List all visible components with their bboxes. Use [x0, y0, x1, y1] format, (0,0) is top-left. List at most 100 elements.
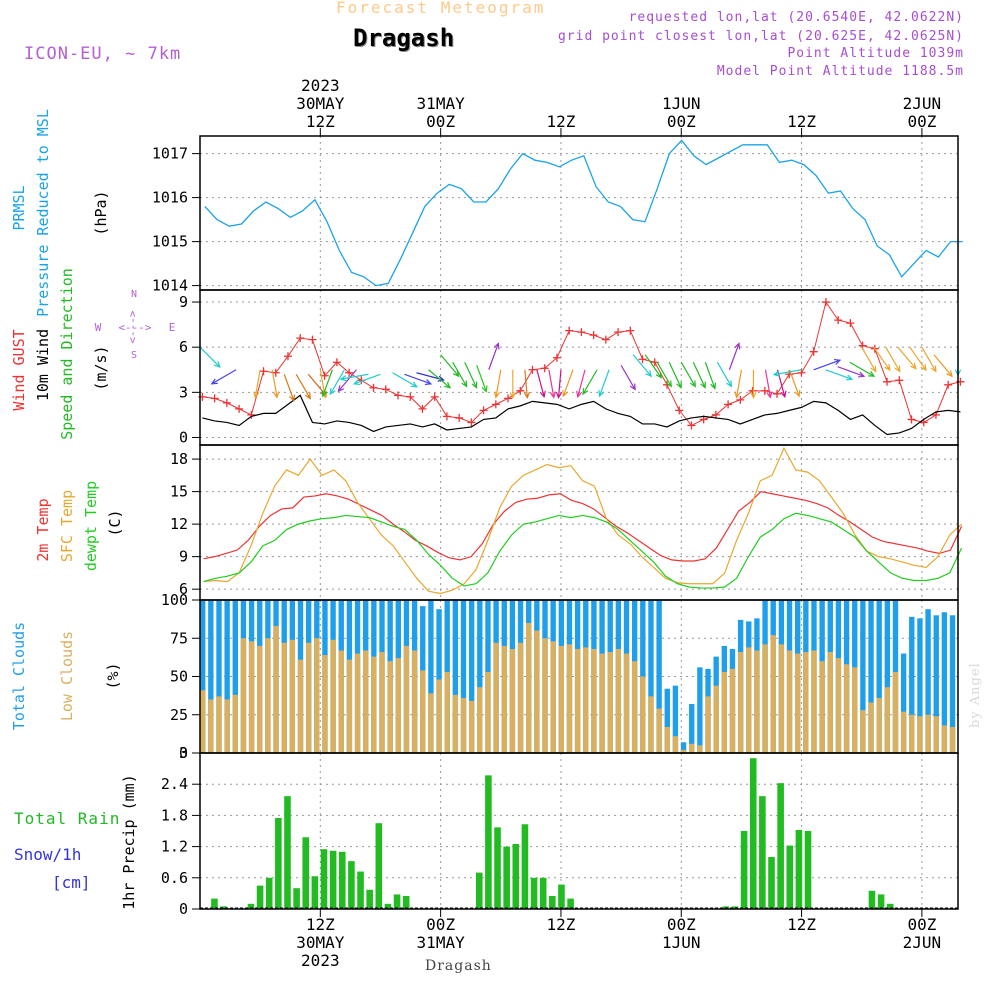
rain-bar — [759, 796, 766, 909]
wind-direction-arrow — [464, 361, 478, 389]
wind-direction-arrow — [509, 369, 516, 400]
top-time-label: 00Z — [667, 112, 696, 131]
top-time-label: 2023 — [301, 76, 340, 95]
low-clouds-bar — [363, 650, 369, 753]
ytick-label-precip: 0 — [179, 900, 188, 918]
wind-direction-arrow — [788, 369, 801, 398]
low-clouds-bar — [900, 711, 907, 753]
low-clouds-bar — [436, 679, 442, 753]
low-clouds-bar — [705, 696, 711, 753]
ytick-label-precip: 1.8 — [161, 806, 188, 824]
low-clouds-bar — [240, 638, 247, 753]
low-clouds-bar — [542, 638, 548, 753]
grid-point-location: grid point closest lon,lat (20.625E, 42.… — [557, 29, 964, 44]
gust-point — [760, 386, 769, 395]
rain-bar — [302, 837, 310, 909]
wind-direction-arrow — [764, 369, 773, 399]
low-clouds-bar — [949, 726, 956, 753]
wind-direction-arrow — [428, 369, 452, 389]
low-clouds-bar — [428, 693, 434, 753]
total-clouds-bar — [876, 600, 882, 753]
rain-bar — [886, 903, 894, 909]
wind-direction-arrow — [656, 361, 672, 388]
wind-direction-arrow — [582, 369, 598, 396]
wind-direction-arrow — [897, 346, 917, 370]
low-clouds-bar — [501, 645, 507, 753]
total-clouds-bar — [925, 609, 931, 753]
wind-direction-arrow — [562, 369, 574, 398]
wind-direction-arrow — [668, 361, 682, 389]
sfc-temp-label: SFC Temp — [58, 490, 76, 562]
wind-10m-label: 10m Wind — [34, 329, 52, 401]
top-time-label: 12Z — [546, 112, 575, 131]
gust-point — [442, 412, 451, 421]
low-clouds-bar — [322, 655, 328, 753]
wind-direction-arrow — [728, 342, 741, 370]
wind-direction-arrow — [885, 346, 901, 373]
ytick-label-clouds: 0 — [179, 744, 188, 762]
gust-point — [222, 398, 231, 407]
rain-bar — [795, 829, 803, 909]
wind-direction-arrow — [253, 369, 261, 399]
rain-bar — [868, 890, 876, 909]
top-time-label: 00Z — [907, 112, 936, 131]
pressure-series-line — [204, 139, 963, 287]
rain-bar — [768, 857, 775, 909]
wind-direction-arrow — [199, 346, 221, 368]
gust-point — [247, 410, 256, 419]
total-clouds-bar — [208, 600, 214, 753]
low-clouds-bar — [925, 714, 931, 753]
ytick-label-precip: 2.4 — [161, 775, 188, 793]
panel-frame-wind — [199, 289, 959, 446]
rain-bar — [338, 851, 346, 909]
wind-direction-arrow — [861, 346, 877, 373]
gust-point — [724, 400, 733, 409]
wind-direction-arrow — [404, 373, 433, 386]
low-clouds-bar — [346, 659, 353, 753]
gust-point — [809, 347, 818, 356]
ytick-label-wind: 0 — [179, 428, 188, 446]
low-clouds-bar — [892, 671, 899, 753]
total-clouds-bar — [884, 600, 891, 753]
wind-direction-arrow — [352, 373, 381, 386]
total-clouds-bar — [697, 667, 703, 753]
gust-point — [345, 368, 354, 377]
low-clouds-bar — [811, 650, 817, 753]
gust-point — [638, 355, 647, 364]
ytick-label-precip: 0.6 — [161, 869, 188, 887]
wind-direction-arrow — [523, 369, 530, 400]
ytick-label-wind: 6 — [179, 338, 188, 356]
bottom-time-label: 00Z — [426, 915, 455, 934]
rain-bar — [521, 824, 529, 909]
rain-bar — [320, 849, 328, 909]
top-time-label: 00Z — [426, 112, 455, 131]
low-clouds-bar — [289, 639, 296, 753]
low-clouds-bar — [468, 700, 475, 753]
low-clouds-bar — [224, 699, 230, 753]
bottom-time-label: 2023 — [301, 951, 340, 970]
rain-bar — [256, 885, 264, 909]
rain-bar — [220, 906, 227, 909]
compass-east: E — [169, 321, 176, 334]
bottom-time-label: 12Z — [546, 915, 575, 934]
gust-point — [821, 298, 830, 307]
low-clouds-bar — [615, 648, 622, 753]
gust-point — [944, 380, 953, 389]
rain-bar — [402, 896, 410, 909]
bottom-time-label: 2JUN — [903, 933, 942, 952]
wind-direction-arrow — [716, 361, 733, 388]
panel-frame-precip — [199, 752, 959, 910]
dewpt-temp-label: dewpt Temp — [82, 481, 100, 571]
gust-point — [381, 385, 390, 394]
gust-point — [577, 328, 586, 337]
low-clouds-bar — [281, 642, 287, 753]
gust-point — [601, 335, 610, 344]
low-clouds-bar — [338, 650, 344, 753]
gust-point — [210, 394, 219, 403]
gust-point — [565, 326, 574, 335]
top-time-label: 2JUN — [903, 94, 942, 113]
low-clouds-bar — [200, 690, 206, 753]
compass-horizontal-arrow: <---> — [118, 321, 151, 334]
wind-direction-arrow — [576, 369, 586, 399]
